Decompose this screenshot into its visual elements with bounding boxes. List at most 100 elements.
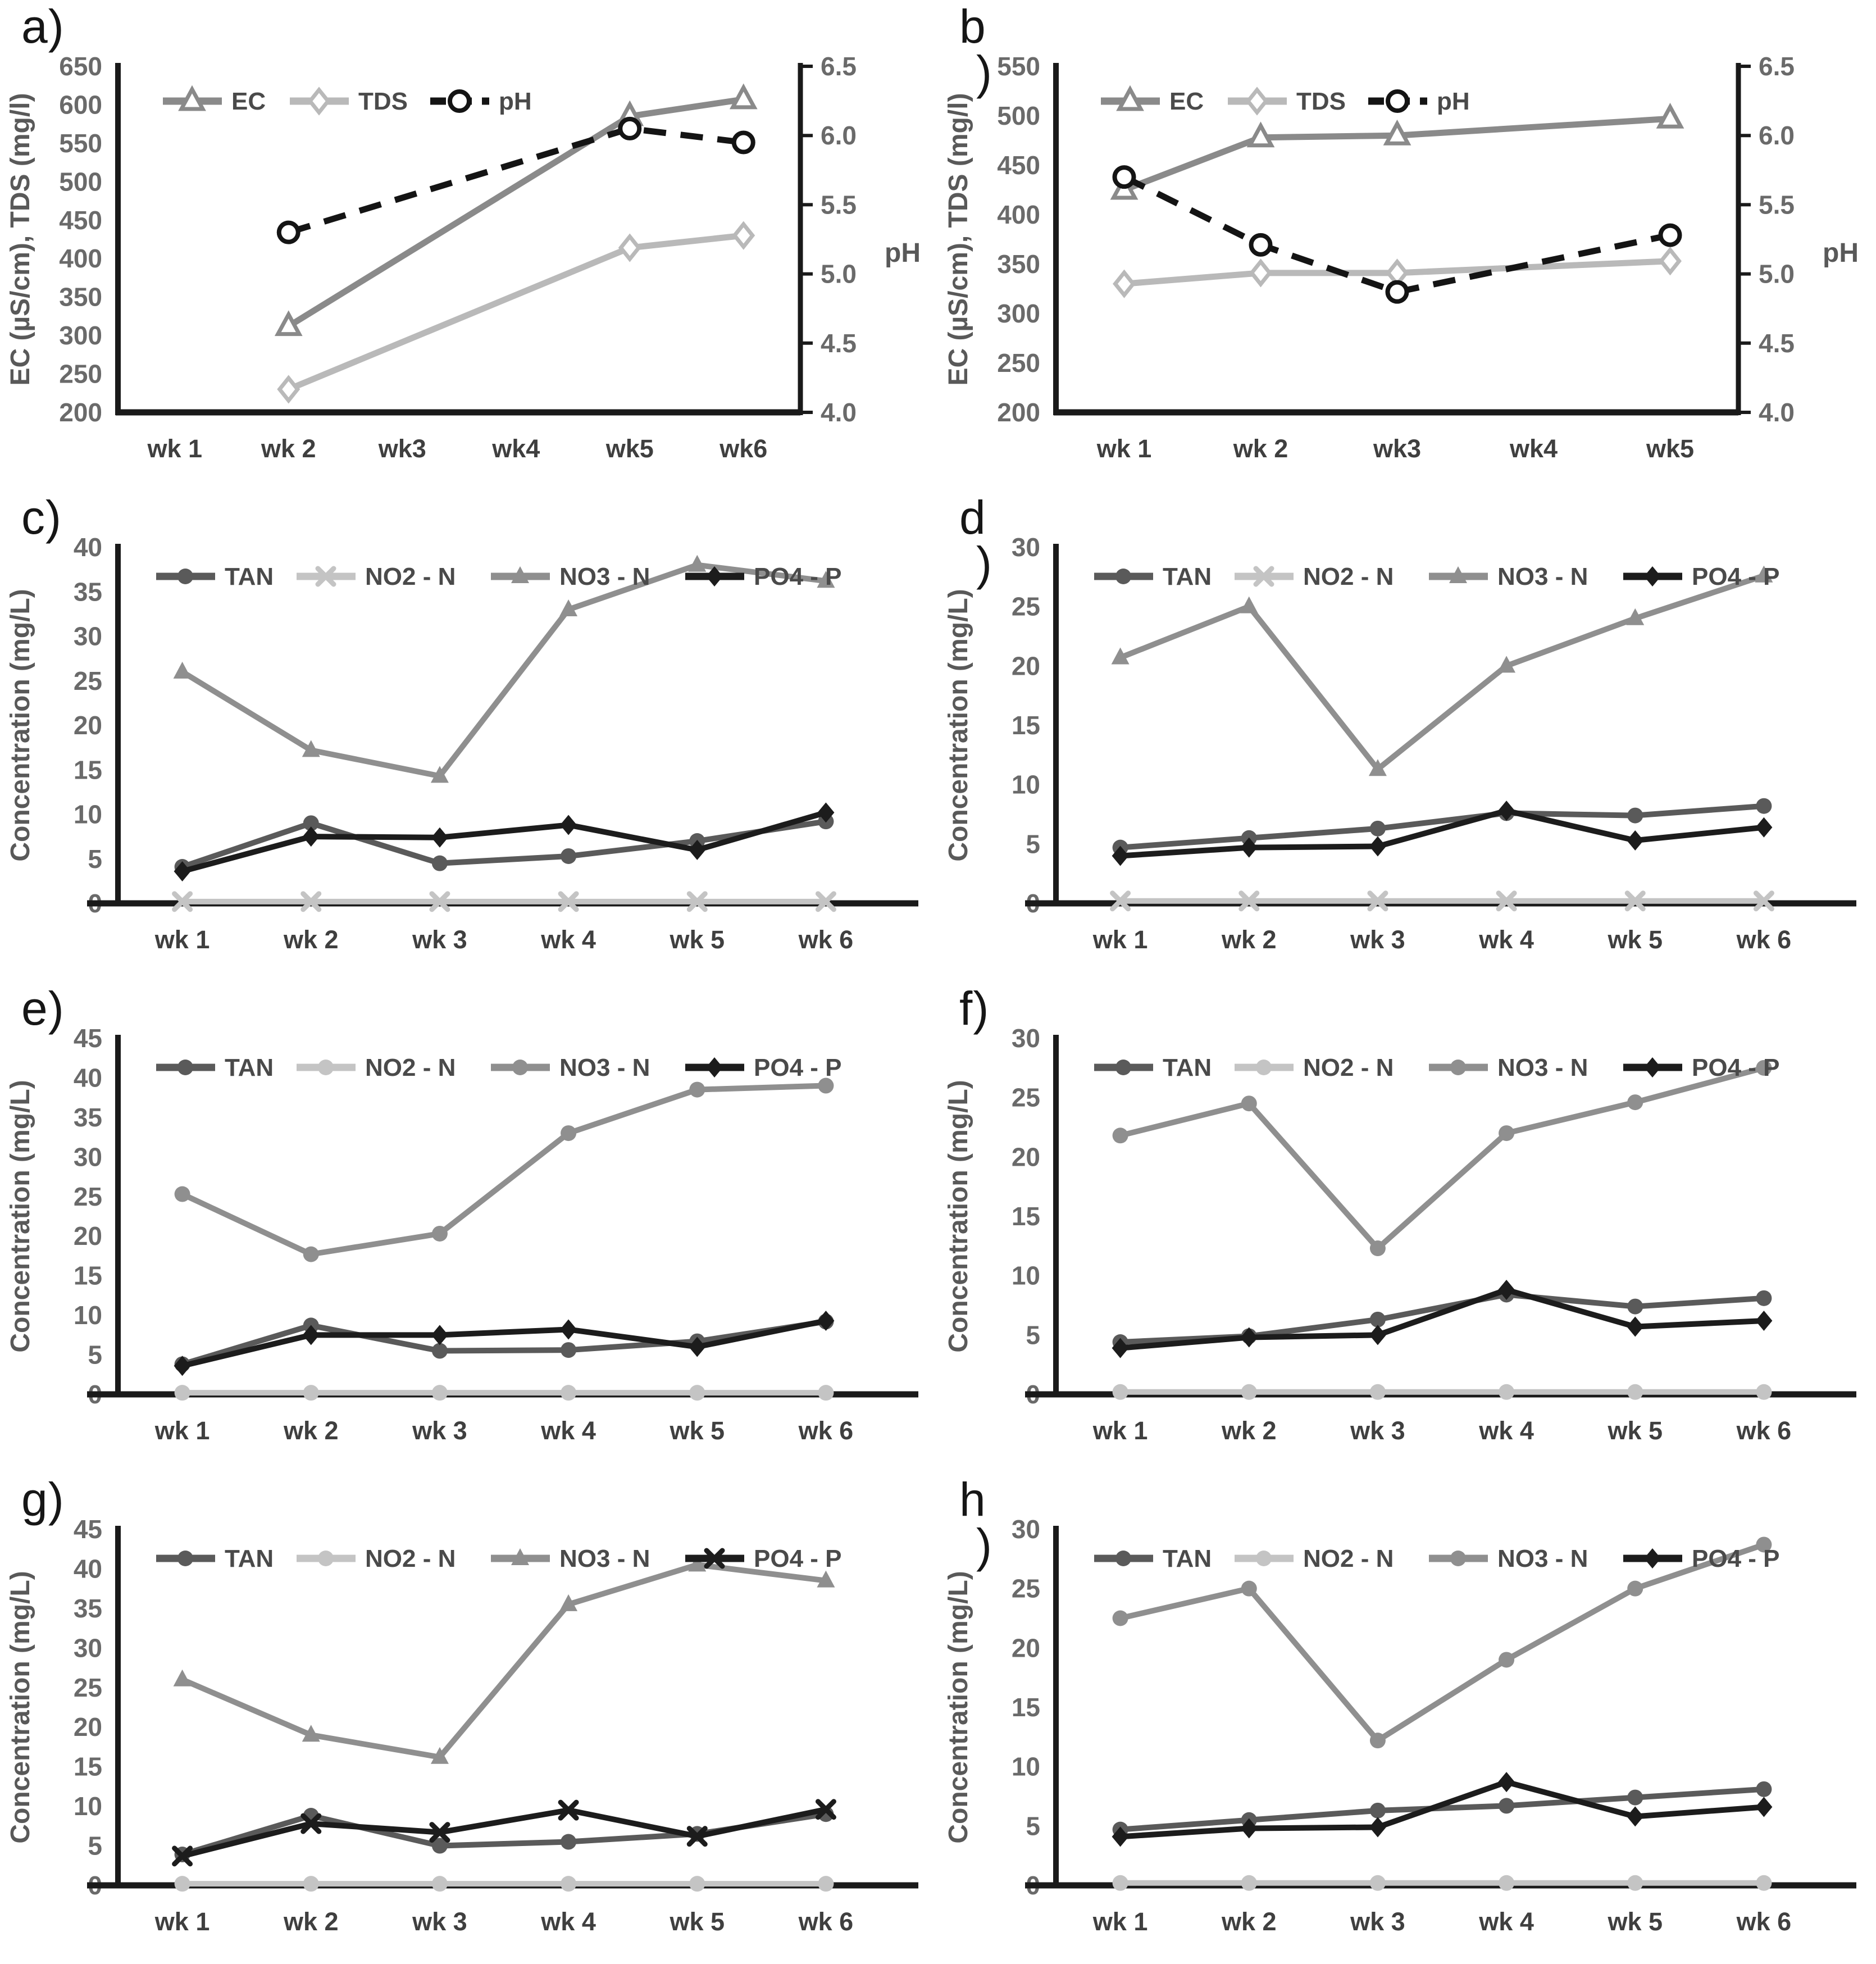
panel-e-label: e) xyxy=(21,982,65,1035)
svg-text:5: 5 xyxy=(1026,1320,1040,1349)
svg-text:30: 30 xyxy=(1012,1024,1040,1053)
svg-text:wk 2: wk 2 xyxy=(1221,925,1277,954)
series-NO3-N xyxy=(173,554,835,783)
series-PO4-P xyxy=(1112,1280,1773,1358)
svg-text:15: 15 xyxy=(1012,711,1040,740)
svg-text:350: 350 xyxy=(997,249,1040,279)
x-axis-labels: wk 1 wk 2 wk 3 wk 4 wk 5 wk 6 xyxy=(154,1416,853,1445)
x-axis-labels: wk 1 wk 2 wk 3 wk 4 wk 5 wk 6 xyxy=(154,925,853,954)
legend: TAN NO2 - N NO3 - N PO4 - P xyxy=(1094,1545,1780,1572)
svg-text:650: 650 xyxy=(59,52,102,81)
svg-text:NO3 - N: NO3 - N xyxy=(1497,563,1588,590)
svg-text:wk 1: wk 1 xyxy=(147,434,202,463)
left-axis-title: EC (µS/cm), TDS (mg/l) xyxy=(944,93,973,385)
right-axis-ticks: 4.0 4.5 5.0 5.5 6.0 6.5 xyxy=(1738,52,1795,427)
svg-text:PO4 - P: PO4 - P xyxy=(754,1054,842,1081)
svg-text:6.5: 6.5 xyxy=(1759,52,1795,81)
svg-text:PO4 - P: PO4 - P xyxy=(1692,1545,1780,1572)
legend: TAN NO2 - N NO3 - N PO4 - P xyxy=(1094,563,1780,590)
svg-text:40: 40 xyxy=(74,1554,102,1583)
svg-text:NO2 - N: NO2 - N xyxy=(365,1054,456,1081)
svg-text:10: 10 xyxy=(1012,770,1040,799)
svg-text:wk 1: wk 1 xyxy=(154,1416,210,1445)
legend: EC TDS pH xyxy=(163,85,532,116)
svg-text:5: 5 xyxy=(88,1340,102,1370)
svg-text:EC: EC xyxy=(1169,88,1204,115)
series-NO2-N xyxy=(1112,1384,1772,1400)
svg-text:wk4: wk4 xyxy=(491,434,540,463)
series-TDS xyxy=(277,221,755,404)
legend: TAN NO2 - N NO3 - N PO4 - P xyxy=(156,563,842,590)
chart-b-ec-tds-ph: 200 250 300 350 400 450 500 550 EC (µS/cm), TDS … xyxy=(944,52,1859,463)
svg-text:PO4 - P: PO4 - P xyxy=(1692,563,1780,590)
svg-text:15: 15 xyxy=(74,1261,102,1290)
series-TAN xyxy=(174,813,834,875)
panel-a-label: a) xyxy=(21,0,65,53)
svg-text:NO2 - N: NO2 - N xyxy=(1303,1545,1394,1572)
svg-text:500: 500 xyxy=(59,167,102,196)
svg-text:5.0: 5.0 xyxy=(821,260,857,289)
svg-text:wk 1: wk 1 xyxy=(1092,1907,1148,1936)
panel-c-label: c) xyxy=(21,491,62,544)
svg-text:500: 500 xyxy=(997,101,1040,130)
svg-text:30: 30 xyxy=(74,1142,102,1171)
svg-text:TDS: TDS xyxy=(358,88,408,115)
svg-text:wk 5: wk 5 xyxy=(669,1416,725,1445)
svg-text:35: 35 xyxy=(74,1594,102,1623)
svg-text:15: 15 xyxy=(74,1752,102,1781)
svg-text:450: 450 xyxy=(59,206,102,235)
svg-text:30: 30 xyxy=(74,1633,102,1662)
svg-text:wk 1: wk 1 xyxy=(154,1907,210,1936)
svg-text:25: 25 xyxy=(74,666,102,695)
series-NO2-N xyxy=(174,1876,834,1892)
svg-text:PO4 - P: PO4 - P xyxy=(754,563,842,590)
svg-text:wk 5: wk 5 xyxy=(1607,1907,1663,1936)
svg-text:15: 15 xyxy=(1012,1202,1040,1231)
svg-text:wk 6: wk 6 xyxy=(1736,1416,1792,1445)
svg-text:10: 10 xyxy=(74,1792,102,1821)
svg-text:wk3: wk3 xyxy=(1373,434,1421,463)
svg-text:TDS: TDS xyxy=(1296,88,1346,115)
svg-text:TAN: TAN xyxy=(225,563,274,590)
svg-text:wk3: wk3 xyxy=(378,434,426,463)
series-PO4-P xyxy=(174,802,835,881)
legend: TAN NO2 - N NO3 - N PO4 - P xyxy=(156,1545,842,1572)
panel-d: d) 051015202530Concentration (mg/L)wk 1w… xyxy=(938,491,1876,982)
legend: EC TDS pH xyxy=(1101,85,1470,116)
svg-text:wk 1: wk 1 xyxy=(154,925,210,954)
svg-text:wk 2: wk 2 xyxy=(283,1416,339,1445)
svg-text:30: 30 xyxy=(1012,1515,1040,1544)
series-NO2-N xyxy=(172,891,836,912)
chart-g-nutrients: 051015202530354045Concentration (mg/L)wk… xyxy=(6,1515,918,1936)
right-axis-ticks: 4.0 4.5 5.0 5.5 6.0 6.5 xyxy=(800,52,857,427)
svg-text:NO3 - N: NO3 - N xyxy=(1497,1054,1588,1081)
svg-text:wk5: wk5 xyxy=(605,434,654,463)
svg-text:wk 3: wk 3 xyxy=(412,925,467,954)
svg-text:30: 30 xyxy=(1012,533,1040,562)
svg-text:wk 4: wk 4 xyxy=(1478,925,1534,954)
svg-text:wk4: wk4 xyxy=(1509,434,1558,463)
svg-text:45: 45 xyxy=(74,1024,102,1053)
series-TDS xyxy=(1113,247,1682,298)
svg-text:6.0: 6.0 xyxy=(821,121,857,150)
svg-text:5.0: 5.0 xyxy=(1759,260,1795,289)
left-axis-title: Concentration (mg/L) xyxy=(944,1571,973,1843)
svg-text:wk 4: wk 4 xyxy=(540,925,596,954)
left-axis-ticks: 200 250 300 350 400 450 500 550 xyxy=(997,52,1040,427)
svg-text:25: 25 xyxy=(74,1182,102,1211)
x-axis-labels: wk 1 wk 2 wk3 wk4 wk5 xyxy=(1096,434,1694,463)
svg-text:wk 2: wk 2 xyxy=(283,925,339,954)
svg-text:6.0: 6.0 xyxy=(1759,121,1795,150)
svg-text:250: 250 xyxy=(59,360,102,389)
chart-h-nutrients: 051015202530Concentration (mg/L)wk 1wk 2… xyxy=(944,1515,1856,1936)
left-axis-ticks: 051015202530 xyxy=(1012,1024,1040,1409)
svg-text:25: 25 xyxy=(74,1673,102,1702)
svg-text:wk 6: wk 6 xyxy=(1736,925,1792,954)
svg-text:wk 3: wk 3 xyxy=(412,1416,467,1445)
svg-text:wk 2: wk 2 xyxy=(283,1907,339,1936)
chart-d-nutrients: 051015202530Concentration (mg/L)wk 1wk 2… xyxy=(944,533,1856,954)
svg-text:wk 2: wk 2 xyxy=(1233,434,1288,463)
series-NO3-N xyxy=(1112,1060,1772,1257)
svg-text:45: 45 xyxy=(74,1515,102,1544)
svg-text:400: 400 xyxy=(997,200,1040,229)
